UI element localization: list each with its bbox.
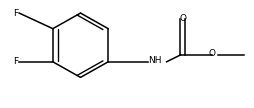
- Text: O: O: [209, 49, 216, 58]
- Text: F: F: [13, 9, 18, 18]
- Text: F: F: [13, 57, 18, 66]
- Text: O: O: [179, 14, 186, 23]
- Text: NH: NH: [148, 56, 162, 65]
